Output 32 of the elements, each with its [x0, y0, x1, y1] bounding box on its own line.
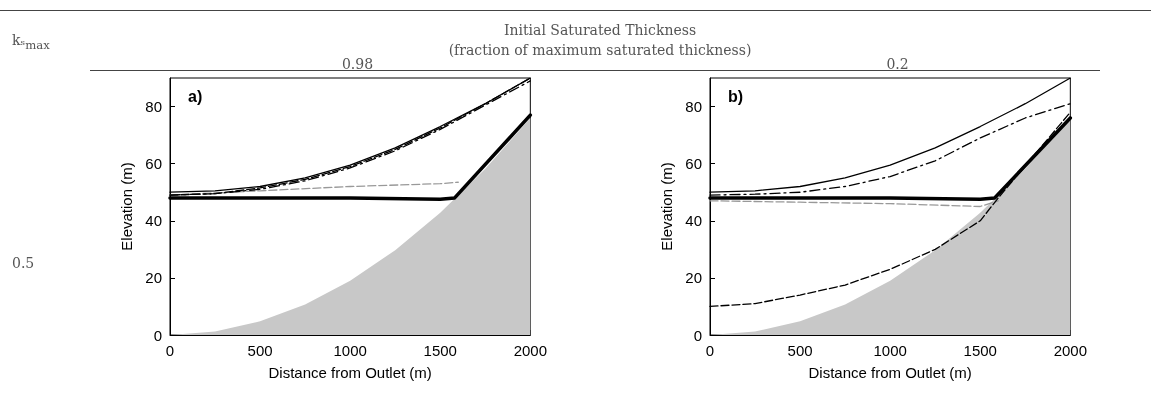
x-tick-label: 1000: [333, 342, 367, 359]
annotation: b): [728, 87, 744, 105]
x-tick-label: 1500: [963, 342, 997, 359]
x-tick-label: 1500: [423, 342, 457, 359]
text: (fraction of maximum saturated thickness): [448, 42, 752, 58]
x-tick-label: 2000: [1053, 342, 1087, 359]
y-tick-label: 40: [145, 212, 162, 230]
x-tick-label: 1000: [873, 342, 907, 359]
x-tick-label: 0: [165, 342, 175, 359]
x-tick-label: 0: [705, 342, 715, 359]
y-tick-label: 80: [145, 98, 162, 116]
chart-title: 0.98: [341, 56, 374, 72]
y-axis-title: Elevation (m): [658, 162, 676, 251]
y-tick-label: 80: [685, 98, 702, 116]
text: kₛ$_{max}$: [12, 32, 50, 52]
x-axis-title: Distance from Outlet (m): [268, 364, 432, 381]
y-tick-label: 0: [153, 326, 162, 344]
x-axis-title: Distance from Outlet (m): [808, 364, 972, 381]
x-tick-label: 2000: [513, 342, 547, 359]
annotation: a): [188, 87, 203, 105]
y-tick-label: 60: [145, 155, 162, 173]
y-axis-title: Elevation (m): [118, 162, 136, 251]
text: Initial Saturated Thickness: [503, 22, 697, 38]
x-tick-label: 500: [247, 342, 273, 359]
y-tick-label: 20: [685, 269, 702, 287]
y-tick-label: 0: [693, 326, 702, 344]
chart-title: 0.2: [886, 56, 909, 72]
text: 0.5: [12, 255, 35, 271]
y-tick-label: 60: [685, 155, 702, 173]
x-tick-label: 500: [787, 342, 813, 359]
y-tick-label: 40: [685, 212, 702, 230]
y-tick-label: 20: [145, 269, 162, 287]
